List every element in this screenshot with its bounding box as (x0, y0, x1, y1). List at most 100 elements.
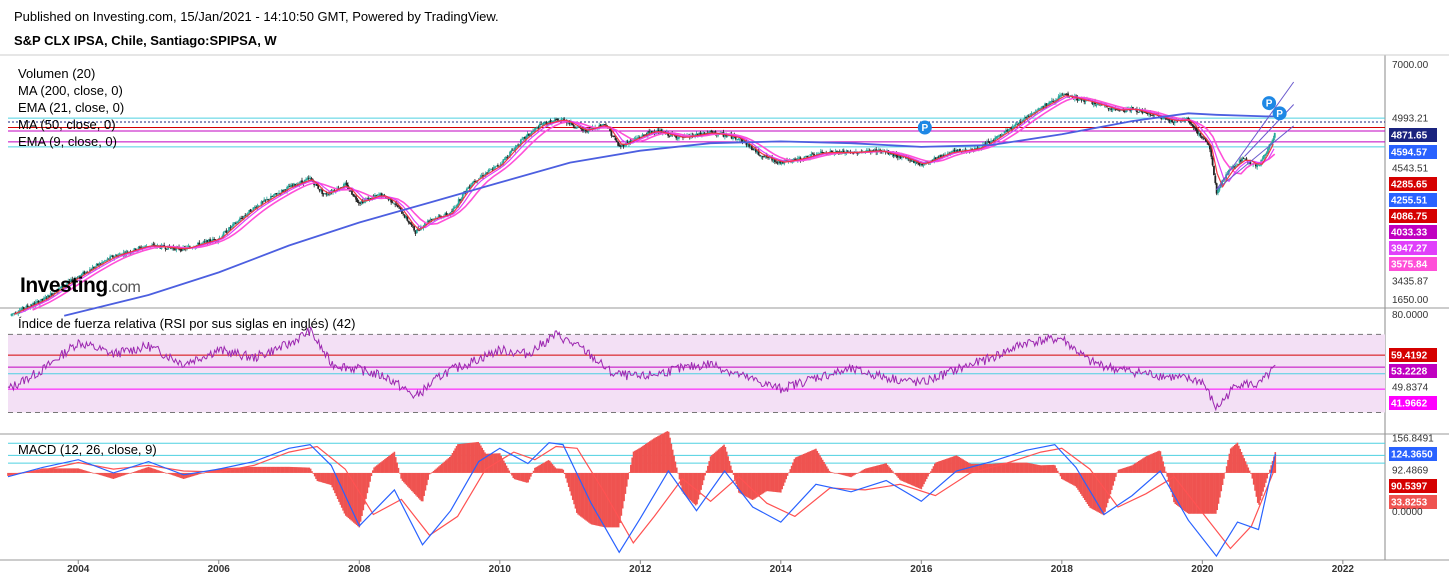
histogram-bar (143, 468, 146, 473)
candle-body (906, 157, 909, 159)
histogram-bar (369, 472, 371, 482)
histogram-bar (571, 472, 574, 500)
histogram-bar (1046, 465, 1048, 473)
histogram-bar (925, 472, 928, 480)
histogram-bar (367, 472, 370, 488)
pivot-marker[interactable]: P (917, 120, 932, 135)
histogram-bar (443, 461, 446, 473)
histogram-bar (411, 472, 413, 492)
candle-body (363, 200, 366, 203)
candle-body (1215, 183, 1218, 194)
histogram-bar (240, 467, 243, 473)
histogram-bar (542, 463, 544, 473)
pivot-marker[interactable]: P (1272, 106, 1287, 121)
histogram-bar (612, 472, 615, 528)
candle-body (1026, 115, 1029, 119)
candle-body (521, 138, 524, 140)
candle-body (461, 194, 464, 200)
histogram-bar (466, 443, 469, 473)
pivot-marker[interactable]: P (1262, 96, 1277, 111)
candle-body (22, 307, 25, 310)
histogram-bar (843, 472, 846, 476)
candle-body (986, 142, 988, 145)
histogram-bar (357, 472, 359, 527)
price-tag-bg (1389, 128, 1437, 142)
histogram-bar (659, 434, 662, 473)
candle-body (571, 122, 574, 126)
histogram-bar (1083, 472, 1086, 500)
candle-body (180, 249, 183, 251)
histogram-bar (513, 472, 516, 480)
candle-body (409, 222, 411, 225)
candle-body (996, 135, 999, 138)
macd-panel[interactable] (7, 431, 1385, 558)
ema9-line (14, 95, 1274, 315)
histogram-bar (155, 469, 158, 473)
candle-body (21, 307, 24, 311)
histogram-bar (57, 468, 59, 473)
histogram-bar (731, 470, 733, 473)
histogram-bar (1101, 472, 1104, 515)
candle-body (1236, 164, 1238, 166)
candle-body (591, 127, 594, 130)
candle-body (1204, 138, 1207, 142)
rsi-panel[interactable] (7, 326, 1385, 413)
histogram-bar (515, 472, 517, 480)
histogram-bar (807, 452, 809, 473)
histogram-bar (690, 472, 693, 502)
histogram-bar (890, 469, 893, 473)
histogram-bar (765, 472, 767, 492)
candle-body (1096, 103, 1099, 105)
candle-body (1125, 109, 1128, 113)
histogram-bar (165, 472, 167, 474)
histogram-bar (778, 472, 781, 493)
candle-body (314, 183, 317, 185)
histogram-bar (551, 464, 554, 473)
candle-body (617, 141, 620, 146)
histogram-bar (47, 468, 50, 473)
candle-body (649, 130, 652, 133)
histogram-bar (678, 472, 681, 480)
candle-body (540, 123, 543, 125)
price-panel[interactable]: PPP (8, 81, 1385, 317)
candle-body (438, 215, 441, 217)
candle-body (1011, 126, 1014, 130)
histogram-bar (555, 468, 558, 473)
candle-body (213, 239, 216, 240)
candle-body (844, 153, 847, 154)
histogram-bar (186, 472, 189, 478)
candle-body (33, 303, 36, 305)
histogram-bar (739, 472, 742, 494)
candle-body (998, 135, 1001, 137)
candle-body (17, 312, 20, 314)
candle-body (933, 157, 936, 162)
candle-body (760, 156, 763, 158)
candle-body (1082, 98, 1084, 101)
candle-body (282, 190, 284, 192)
histogram-bar (996, 463, 998, 473)
candle-body (953, 149, 956, 152)
histogram-bar (400, 472, 402, 479)
candle-body (1091, 100, 1094, 105)
histogram-bar (435, 468, 438, 473)
candle-body (394, 203, 397, 205)
histogram-bar (1051, 464, 1054, 473)
histogram-bar (1217, 472, 1220, 504)
histogram-bar (566, 472, 569, 483)
histogram-bar (1208, 472, 1210, 514)
candle-body (410, 223, 413, 226)
histogram-bar (192, 472, 194, 477)
candle-body (776, 162, 779, 164)
candle-body (1110, 108, 1113, 110)
candle-body (256, 205, 259, 209)
histogram-bar (204, 472, 207, 474)
candle-body (428, 220, 430, 222)
price-tag-bg (1389, 396, 1437, 410)
histogram-bar (582, 472, 585, 519)
histogram-bar (181, 472, 184, 479)
histogram-bar (540, 464, 543, 473)
histogram-bar (1206, 472, 1209, 514)
histogram-bar (430, 472, 432, 474)
histogram-bar (594, 472, 597, 526)
